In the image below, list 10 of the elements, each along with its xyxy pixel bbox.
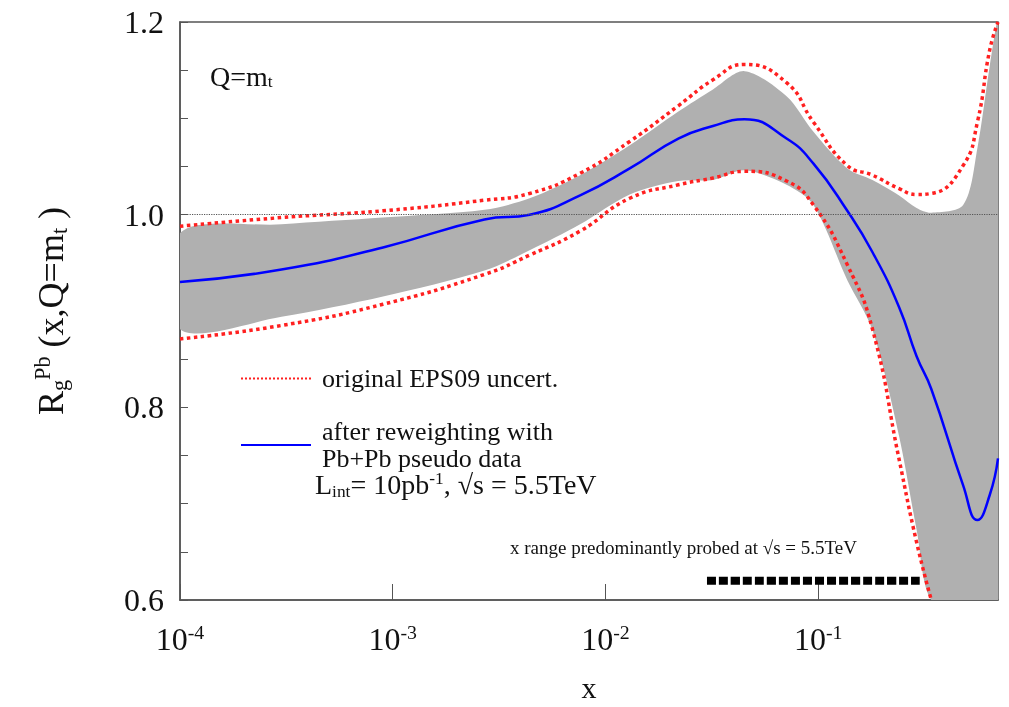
y-tick-label: 1.2 [124, 4, 164, 40]
y-tick-label: 0.6 [124, 582, 164, 618]
annotation: Q=mt [210, 60, 273, 92]
y-tick-label: 1.0 [124, 196, 164, 233]
legend-label: after reweighting with Pb+Pb pseudo data [322, 417, 554, 473]
y-tick-label: 0.8 [124, 389, 164, 426]
y-axis-title: RgPb (x,Q=mt ) [30, 206, 72, 416]
annotation: x range predominantly probed at √s = 5.5TeV [510, 537, 858, 558]
legend-label: original EPS09 uncert. [322, 364, 559, 393]
x-axis-title: x [581, 670, 597, 704]
